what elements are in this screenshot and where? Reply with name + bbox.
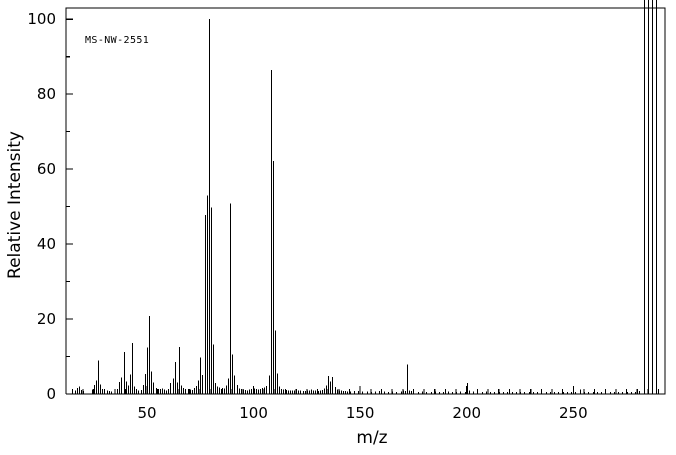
y-axis-tick-labels: 0 20 40 60 80 100 [27,10,56,403]
y-axis-ticks [66,18,73,395]
x-tick-label: 250 [559,404,588,422]
y-tick-label: 20 [37,310,56,328]
y-tick-label: 80 [37,85,56,103]
x-tick-label: 150 [346,404,375,422]
x-tick-label: 50 [137,404,156,422]
spectrum-peaks [72,0,657,394]
y-tick-label: 100 [27,10,56,28]
y-tick-label: 60 [37,160,56,178]
y-tick-label: 0 [46,385,56,403]
x-axis-tick-labels: 50 100 150 200 250 [137,404,587,422]
x-tick-label: 100 [239,404,268,422]
y-tick-label: 40 [37,235,56,253]
x-axis-title: m/z [356,428,387,448]
y-axis-title: Relative Intensity [5,131,25,279]
x-tick-label: 200 [452,404,481,422]
spectrum-annotation: MS-NW-2551 [85,35,149,46]
